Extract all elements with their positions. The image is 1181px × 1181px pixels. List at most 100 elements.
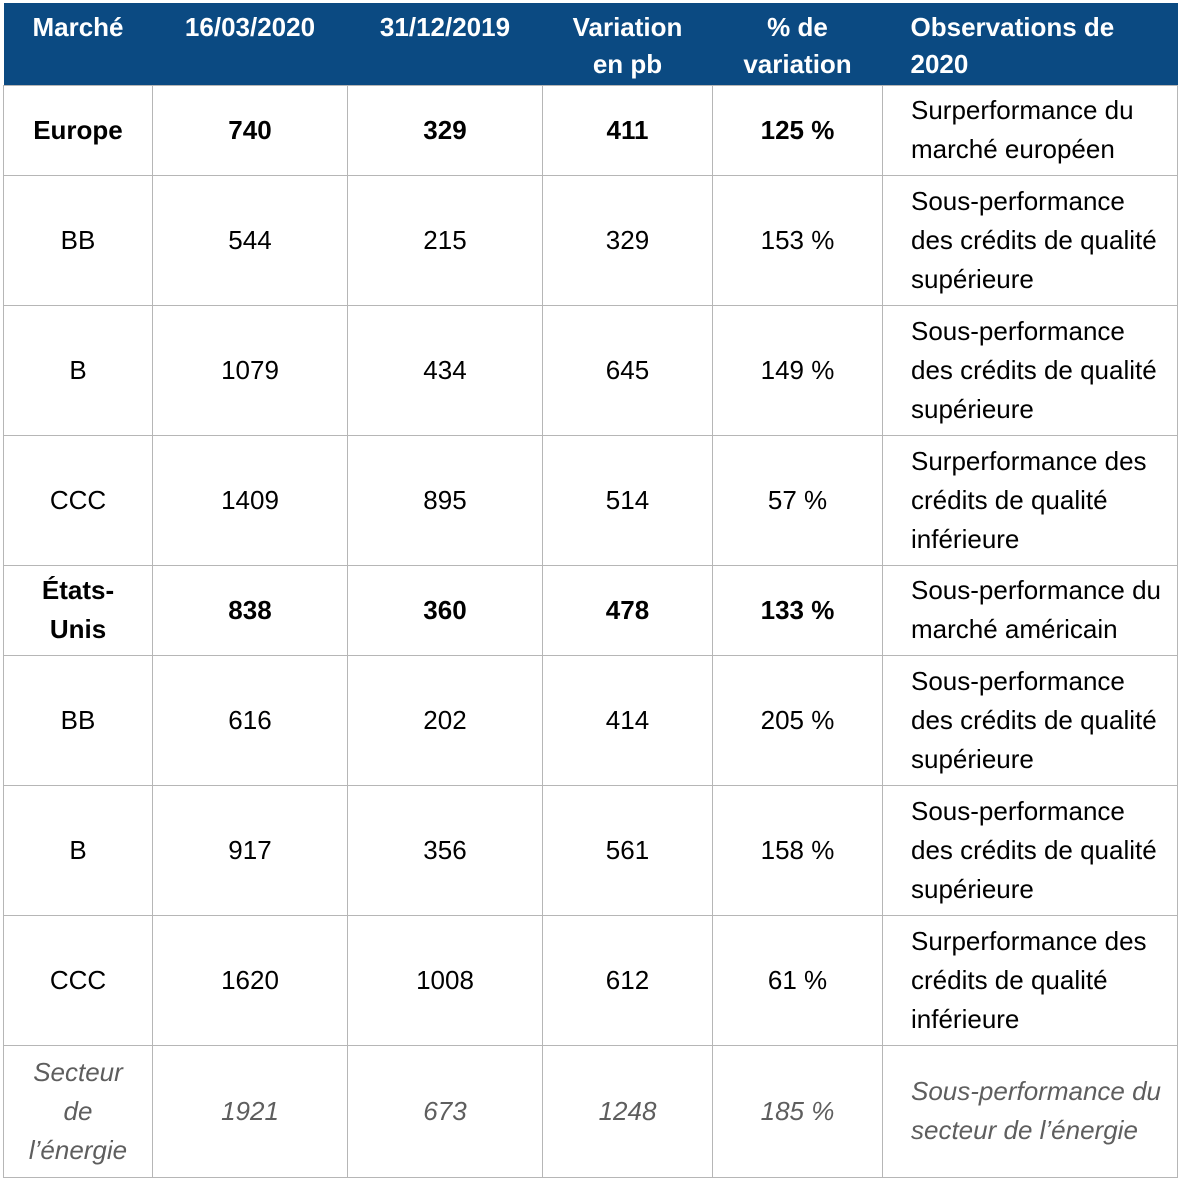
market-label: B (69, 834, 87, 865)
observation-cell: Sous-performance des crédits de qualité su… (882, 304, 1178, 436)
spread-table: Marché 16/03/2020 31/12/2019 Variation en… (3, 3, 1178, 1178)
market-cell: CCC (3, 914, 153, 1046)
variation-pb-cell: 329 (542, 174, 713, 306)
observation-cell: Sous-performance des crédits de qualité su… (882, 174, 1178, 306)
observation-line: Sous-performance (911, 795, 1125, 826)
observation-line: des crédits de qualité (911, 834, 1157, 865)
market-label: B (69, 354, 87, 385)
market-cell: Europe (3, 84, 153, 176)
header-date-2020-label: 16/03/2020 (184, 12, 316, 42)
variation-pct-cell: 133 % (712, 564, 883, 656)
observation-cell: Surperformance du marché européen (882, 84, 1178, 176)
value-2019-cell: 356 (347, 784, 543, 916)
header-variation-pb: Variation en pb (542, 3, 713, 85)
variation-pb-cell: 414 (542, 654, 713, 786)
observation-line: inférieure (911, 1003, 1020, 1034)
observation-line: Sous-performance (911, 665, 1125, 696)
observation-line: supérieure (911, 393, 1034, 424)
observation-line: des crédits de qualité (911, 704, 1157, 735)
market-cell: BB (3, 654, 153, 786)
variation-pct-cell: 158 % (712, 784, 883, 916)
table-row: Secteur de l’énergie 1921 673 1248 185 % S… (3, 1044, 1178, 1178)
observation-line: Surperformance des (911, 925, 1147, 956)
observation-line: des crédits de qualité (911, 354, 1157, 385)
variation-pb-cell: 1248 (542, 1044, 713, 1178)
market-label: de (63, 1095, 93, 1126)
value-2019-cell: 329 (347, 84, 543, 176)
observation-line: marché européen (911, 134, 1115, 164)
market-label: États- (41, 575, 115, 605)
market-label: Unis (49, 614, 107, 644)
value-2019-cell: 434 (347, 304, 543, 436)
variation-pct-cell: 185 % (712, 1044, 883, 1178)
observation-line: supérieure (911, 873, 1034, 904)
table-row: BB 616 202 414 205 % Sous-performance des… (3, 654, 1178, 786)
header-observations: Observations de 2020 (882, 3, 1178, 85)
value-2019-cell: 673 (347, 1044, 543, 1178)
value-2020-cell: 544 (152, 174, 348, 306)
variation-pct-cell: 153 % (712, 174, 883, 306)
variation-pct-cell: 61 % (712, 914, 883, 1046)
observation-line: inférieure (911, 523, 1020, 554)
observation-line: des crédits de qualité (911, 224, 1157, 255)
observation-line: marché américain (911, 614, 1118, 644)
observation-line: crédits de qualité (911, 484, 1108, 515)
market-cell: B (3, 784, 153, 916)
variation-pb-cell: 478 (542, 564, 713, 656)
observation-line: supérieure (911, 263, 1034, 294)
observation-line: crédits de qualité (911, 964, 1108, 995)
table-row: CCC 1409 895 514 57 % Surperformance des… (3, 434, 1178, 566)
table-row: B 917 356 561 158 % Sous-performance des … (3, 784, 1178, 916)
table-row: Europe 740 329 411 125 % Surperformance … (3, 84, 1178, 176)
table-row: B 1079 434 645 149 % Sous-performance des… (3, 304, 1178, 436)
observation-cell: Surperformance des crédits de qualité infé… (882, 914, 1178, 1046)
observation-cell: Surperformance des crédits de qualité infé… (882, 434, 1178, 566)
value-2019-cell: 895 (347, 434, 543, 566)
variation-pb-cell: 561 (542, 784, 713, 916)
value-2019-cell: 215 (347, 174, 543, 306)
table-header: Marché 16/03/2020 31/12/2019 Variation en… (3, 3, 1178, 85)
market-label: CCC (49, 964, 107, 995)
variation-pct-cell: 125 % (712, 84, 883, 176)
market-label: l’énergie (28, 1134, 128, 1165)
header-variation-pb-line1: Variation (572, 12, 683, 42)
value-2020-cell: 838 (152, 564, 348, 656)
market-cell: États- Unis (3, 564, 153, 656)
value-2020-cell: 1620 (152, 914, 348, 1046)
market-label: Secteur (33, 1056, 123, 1087)
market-cell: B (3, 304, 153, 436)
observation-line: secteur de l’énergie (911, 1115, 1138, 1145)
value-2020-cell: 1079 (152, 304, 348, 436)
variation-pb-cell: 514 (542, 434, 713, 566)
market-label: CCC (49, 484, 107, 515)
variation-pct-cell: 149 % (712, 304, 883, 436)
value-2020-cell: 740 (152, 84, 348, 176)
table-body: Europe 740 329 411 125 % Surperformance … (3, 84, 1178, 1178)
observation-line: Sous-performance du (911, 1076, 1162, 1106)
market-label: BB (60, 704, 96, 735)
variation-pct-cell: 205 % (712, 654, 883, 786)
variation-pb-cell: 645 (542, 304, 713, 436)
value-2020-cell: 917 (152, 784, 348, 916)
header-variation-pct: % de variation (712, 3, 883, 85)
observation-line: supérieure (911, 743, 1034, 774)
table-row: CCC 1620 1008 612 61 % Surperformance de… (3, 914, 1178, 1046)
value-2019-cell: 360 (347, 564, 543, 656)
variation-pb-cell: 612 (542, 914, 713, 1046)
observation-line: Surperformance des (911, 445, 1147, 476)
header-date-2020: 16/03/2020 (152, 3, 348, 85)
header-variation-pct-line1: % de (767, 12, 828, 42)
observation-cell: Sous-performance du marché américain (882, 564, 1178, 656)
observation-line: Sous-performance du (911, 575, 1162, 605)
observation-line: Sous-performance (911, 315, 1125, 346)
table-row: BB 544 215 329 153 % Sous-performance des… (3, 174, 1178, 306)
observation-cell: Sous-performance des crédits de qualité su… (882, 784, 1178, 916)
header-market: Marché (3, 3, 153, 85)
header-date-2019: 31/12/2019 (347, 3, 543, 85)
header-observations-line2: 2020 (910, 49, 969, 79)
observation-cell: Sous-performance du secteur de l’énergie (882, 1044, 1178, 1178)
variation-pb-cell: 411 (542, 84, 713, 176)
market-cell: BB (3, 174, 153, 306)
observation-line: Surperformance du (911, 95, 1134, 125)
header-observations-line1: Observations de (910, 12, 1115, 42)
